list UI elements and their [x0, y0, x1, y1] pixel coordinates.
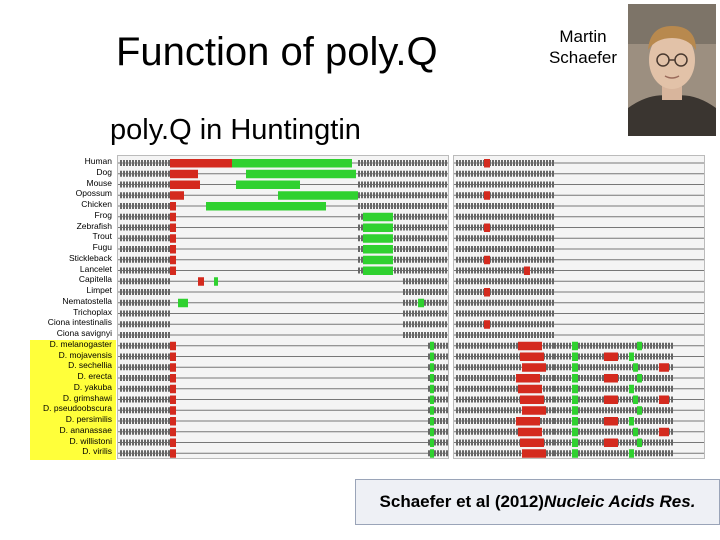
species-label: Zebrafish: [76, 220, 112, 231]
species-label: D. erecta: [77, 371, 113, 381]
species-label: Nematostella: [62, 295, 112, 306]
citation: Schaefer et al (2012) Nucleic Acids Res.: [355, 479, 720, 525]
species-label: Fugu: [92, 242, 112, 252]
species-label: D. sechellia: [68, 360, 112, 371]
citation-authors: Schaefer et al (2012): [379, 492, 544, 511]
species-label: D. yakuba: [73, 381, 112, 392]
species-label: D. pseudoobscura: [43, 403, 112, 414]
author-first-name: Martin: [559, 27, 607, 46]
species-label: Stickleback: [69, 252, 112, 263]
alignment-panel-right: [453, 155, 705, 459]
slide-title: Function of poly.Q: [116, 30, 438, 74]
species-label: D. willistoni: [69, 435, 112, 446]
species-label: D. grimshawi: [62, 392, 112, 403]
species-label: Mouse: [86, 177, 112, 188]
species-label: Lancelet: [79, 263, 112, 274]
species-label: Trout: [92, 231, 112, 242]
species-label: D. persimilis: [65, 414, 112, 424]
species-label: Ciona intestinalis: [47, 317, 112, 328]
species-label: Chicken: [81, 199, 112, 209]
species-label: Limpet: [86, 285, 112, 295]
slide-subtitle: poly.Q in Huntingtin: [110, 114, 361, 146]
author-name: Martin Schaefer: [540, 26, 626, 68]
species-label: Ciona savignyi: [56, 328, 112, 338]
species-label: Frog: [94, 209, 112, 220]
species-label: D. ananassae: [59, 424, 112, 435]
species-label: Capitella: [78, 274, 112, 285]
species-label: Opossum: [75, 188, 112, 199]
species-label: D. virilis: [82, 446, 112, 457]
author-last-name: Schaefer: [548, 48, 618, 67]
citation-journal: Nucleic Acids Res.: [543, 492, 696, 511]
species-label: Trichoplax: [73, 306, 112, 317]
drosophila-highlight: [30, 340, 116, 460]
alignment-panel-left: [117, 155, 449, 459]
species-label: Dog: [96, 166, 112, 177]
species-label: Human: [84, 156, 112, 166]
person-photo-icon: [628, 4, 716, 136]
species-label: D. mojavensis: [58, 349, 112, 360]
species-label: D. melanogaster: [49, 338, 112, 349]
